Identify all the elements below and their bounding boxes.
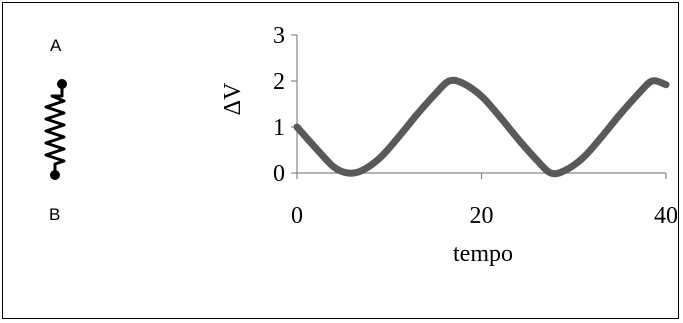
y-tick-label: 1: [273, 115, 285, 141]
terminal-b-label: B: [49, 205, 61, 224]
resistor-zigzag: [44, 84, 66, 175]
series-line: [293, 76, 670, 178]
y-tick-label: 3: [273, 23, 285, 49]
figure-frame: [2, 2, 679, 319]
y-tick-label: 0: [273, 161, 285, 187]
terminal-a-label: A: [50, 36, 62, 55]
chart-axes: [296, 35, 666, 174]
x-axis-label: tempo: [453, 241, 513, 267]
x-tick-label: 20: [470, 203, 494, 229]
x-tick-label: 40: [654, 203, 678, 229]
x-tick-label: 0: [291, 203, 303, 229]
chart-series: [293, 76, 670, 178]
chart-ticks: 0 1 2 3 0 20 40: [273, 23, 678, 229]
y-tick-label: 2: [273, 69, 285, 95]
resistor-icon: [44, 79, 67, 180]
y-axis-label: ΔV: [220, 82, 246, 115]
